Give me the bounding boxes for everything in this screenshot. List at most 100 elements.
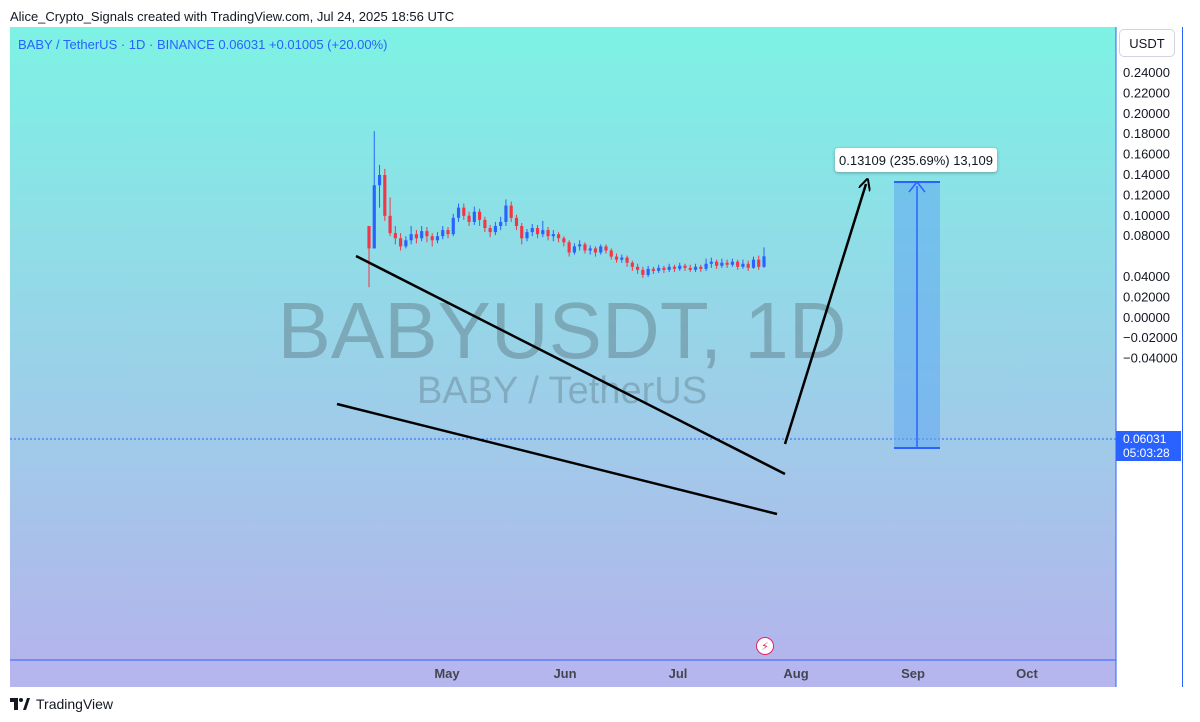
candles-group xyxy=(367,131,766,288)
candle-down xyxy=(367,226,371,249)
candle-up xyxy=(372,185,376,249)
last-price-tag: 0.06031 05:03:28 xyxy=(1116,431,1181,461)
candle-down xyxy=(583,244,587,251)
price-tick-label: −0.04000 xyxy=(1123,351,1178,366)
candle-up xyxy=(504,205,508,222)
footer: TradingView xyxy=(10,695,113,713)
time-tick-label: Jun xyxy=(553,666,576,681)
candle-up xyxy=(472,211,476,222)
candle-up xyxy=(667,266,671,270)
candle-up xyxy=(599,246,603,253)
price-tick-label: 0.20000 xyxy=(1123,106,1170,121)
candle-down xyxy=(546,230,550,237)
candle-down xyxy=(535,228,540,235)
candle-down xyxy=(699,266,703,269)
event-bolt-icon[interactable]: ⚡ xyxy=(756,637,774,655)
time-tick-label: Oct xyxy=(1016,666,1038,681)
candle-down xyxy=(688,267,692,270)
candle-down xyxy=(757,259,761,267)
candle-down xyxy=(425,231,429,237)
chart-frame xyxy=(10,27,1183,687)
chart-credit: Alice_Crypto_Signals created with Tradin… xyxy=(10,9,455,24)
candle-down xyxy=(651,268,655,271)
candle-down xyxy=(483,219,487,229)
time-tick-label: Sep xyxy=(901,666,925,681)
price-tick-label: −0.02000 xyxy=(1123,330,1178,345)
candle-down xyxy=(746,263,750,268)
time-tick-label: Jul xyxy=(669,666,688,681)
candle-down xyxy=(604,246,608,251)
candle-up xyxy=(578,244,582,247)
candle-down xyxy=(557,234,561,239)
candle-up xyxy=(678,265,682,269)
candle-down xyxy=(520,226,524,239)
candle-down xyxy=(725,262,729,265)
projection-arrow[interactable] xyxy=(783,184,866,445)
price-tick-label: 0.12000 xyxy=(1123,187,1170,202)
price-tick-label: 0.14000 xyxy=(1123,167,1170,182)
candle-down xyxy=(446,230,450,235)
candle-up xyxy=(493,226,497,233)
candle-up xyxy=(541,230,545,235)
candle-down xyxy=(514,217,519,226)
candle-down xyxy=(614,256,619,260)
candle-up xyxy=(499,221,503,226)
candle-up xyxy=(704,263,708,269)
candle-up xyxy=(420,231,424,239)
candle-up xyxy=(720,262,724,266)
price-range-arrowhead xyxy=(908,180,926,193)
candle-up xyxy=(441,230,445,237)
candle-up xyxy=(451,217,455,235)
candle-up xyxy=(751,259,756,268)
price-tick-label: 0.16000 xyxy=(1123,147,1170,162)
candle-down xyxy=(462,207,466,216)
candle-down xyxy=(567,242,571,253)
candle-up xyxy=(456,207,461,218)
candle-up xyxy=(730,261,734,265)
candle-down xyxy=(715,261,719,266)
candle-up xyxy=(572,246,576,253)
price-tick-label: 0.08000 xyxy=(1123,228,1170,243)
price-axis-ticks: 0.24000 0.22000 0.20000 0.18000 0.16000 0.140… xyxy=(1123,65,1178,366)
price-tick-label: 0.24000 xyxy=(1123,65,1170,80)
watermark-description: BABY / TetherUS xyxy=(417,370,707,412)
time-axis-ticks: May Jun Jul Aug Sep Oct xyxy=(434,666,1038,681)
candle-down xyxy=(662,267,666,270)
currency-button[interactable]: USDT xyxy=(1120,30,1174,56)
candle-down xyxy=(625,257,629,263)
candle-up xyxy=(693,266,698,270)
candle-down xyxy=(672,266,677,269)
price-range-label: 0.13109 (235.69%) 13,109 xyxy=(835,148,997,172)
candle-up xyxy=(530,228,534,233)
candle-up xyxy=(551,234,555,237)
candle-up xyxy=(657,267,661,271)
time-tick-label: Aug xyxy=(783,666,808,681)
price-tick-label: 0.10000 xyxy=(1123,208,1170,223)
price-tick-label: 0.02000 xyxy=(1123,289,1170,304)
candle-down xyxy=(478,211,482,220)
candle-up xyxy=(762,256,766,267)
candle-down xyxy=(430,236,434,241)
candle-up xyxy=(377,175,382,186)
candle-down xyxy=(399,238,403,247)
candle-down xyxy=(509,205,513,218)
last-price-value: 0.06031 xyxy=(1123,432,1167,446)
candle-up xyxy=(741,263,745,267)
lower-trendline[interactable] xyxy=(336,402,778,516)
candle-up xyxy=(646,268,650,275)
upper-trendline[interactable] xyxy=(355,254,786,476)
candle-down xyxy=(630,262,634,267)
time-tick-label: May xyxy=(434,666,460,681)
candle-down xyxy=(414,234,418,239)
price-tick-label: 0.18000 xyxy=(1123,126,1170,141)
footer-brand: TradingView xyxy=(36,696,114,712)
candle-up xyxy=(525,232,529,239)
symbol-info: BABY / TetherUS · 1D · BINANCE 0.06031 +… xyxy=(18,37,388,52)
candle-up xyxy=(588,248,592,251)
candle-down xyxy=(593,248,598,253)
candle-down xyxy=(636,266,640,270)
candle-down xyxy=(388,215,392,234)
bar-countdown: 05:03:28 xyxy=(1123,446,1170,460)
candle-down xyxy=(641,269,645,275)
